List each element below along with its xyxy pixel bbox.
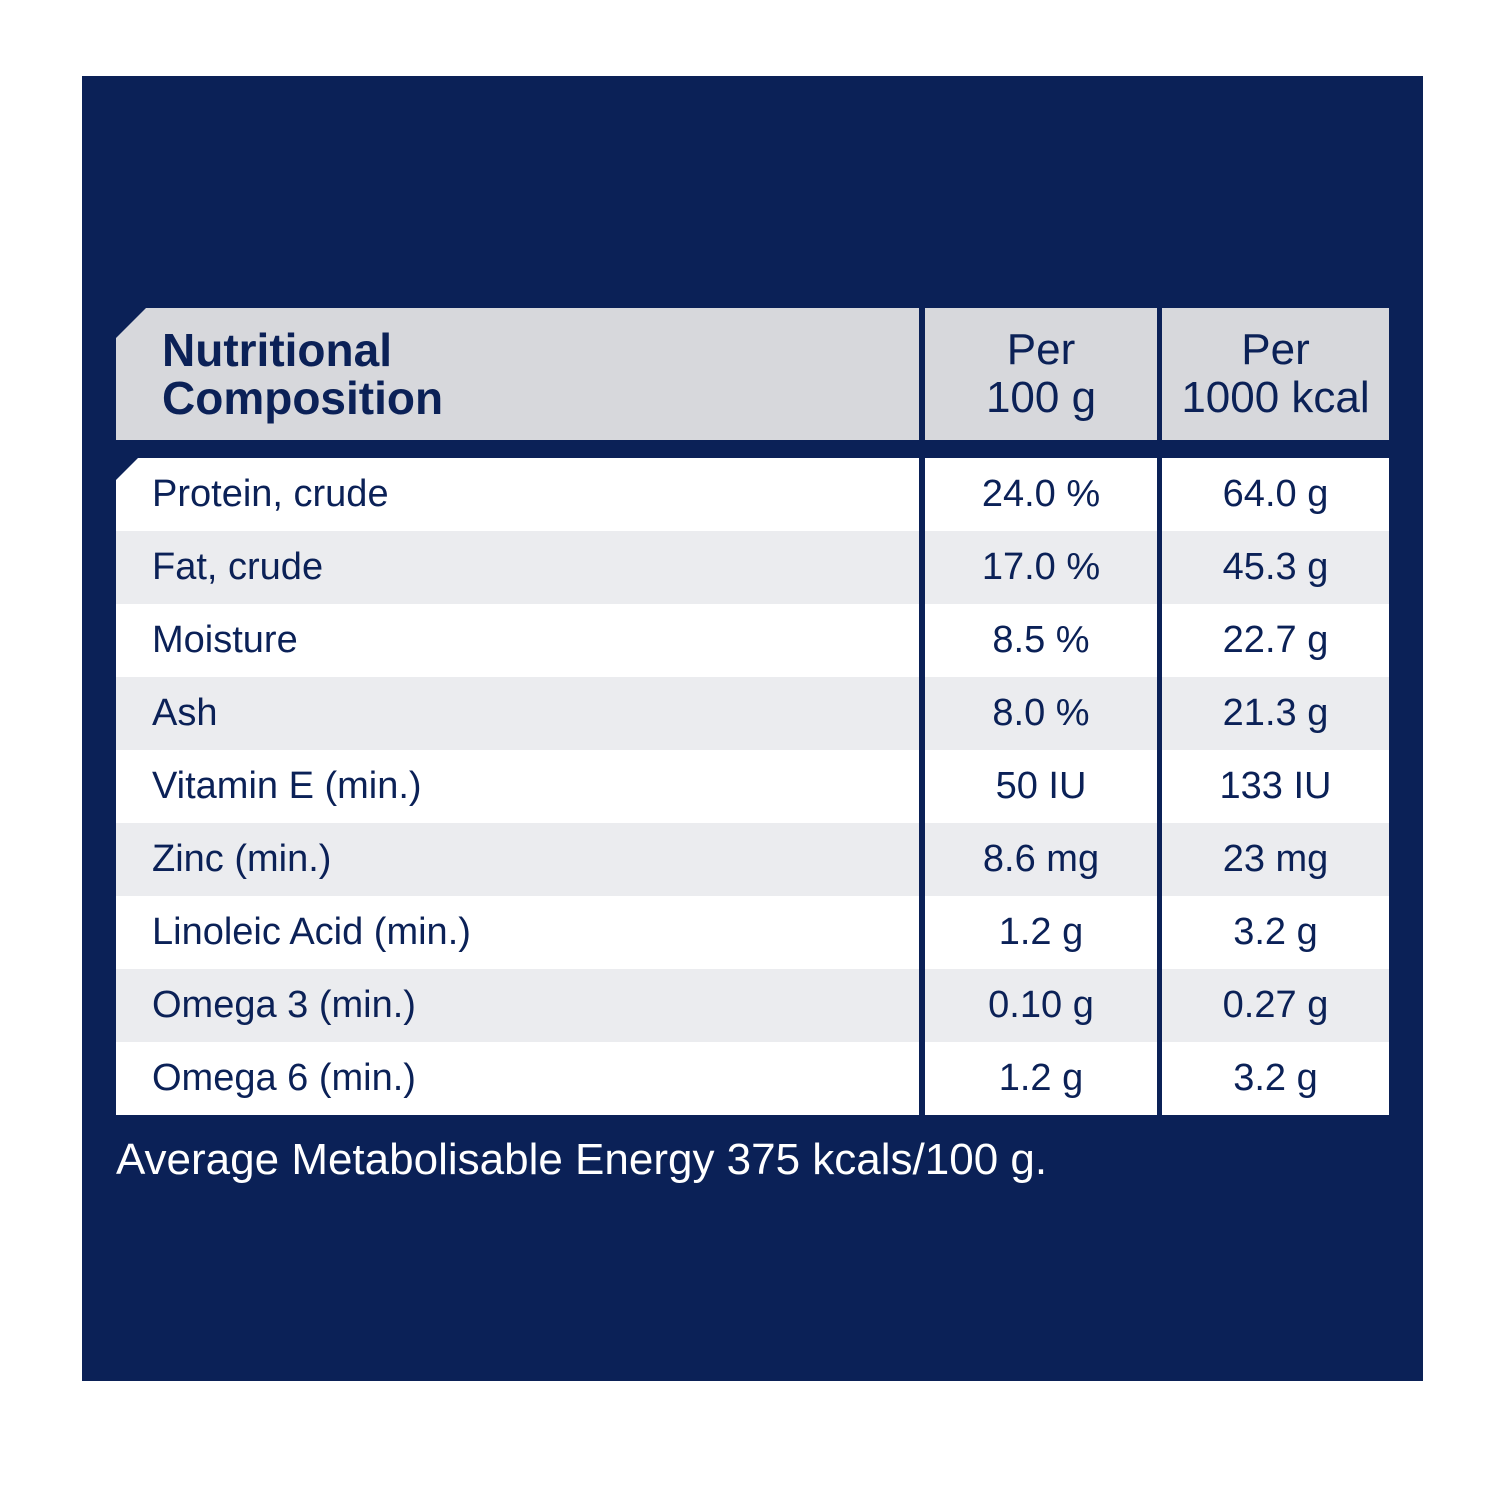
- table-row: Ash 8.0 % 21.3 g: [0, 677, 1500, 750]
- nutrient-name: Fat, crude: [116, 531, 919, 604]
- value-per-1000kcal: 21.3 g: [1162, 677, 1389, 750]
- table-row: Linoleic Acid (min.) 1.2 g 3.2 g: [0, 896, 1500, 969]
- value-per-100g: 0.10 g: [925, 969, 1157, 1042]
- nutrient-name: Omega 3 (min.): [116, 969, 919, 1042]
- value-per-100g: 1.2 g: [925, 1042, 1157, 1115]
- nutrient-name: Vitamin E (min.): [116, 750, 919, 823]
- value-per-100g: 8.5 %: [925, 604, 1157, 677]
- table-row: Omega 6 (min.) 1.2 g 3.2 g: [0, 1042, 1500, 1115]
- value-per-1000kcal: 3.2 g: [1162, 896, 1389, 969]
- energy-footnote: Average Metabolisable Energy 375 kcals/1…: [116, 1135, 1048, 1184]
- table-row: Omega 3 (min.) 0.10 g 0.27 g: [0, 969, 1500, 1042]
- header-col2-line2: 1000 kcal: [1181, 373, 1370, 422]
- value-per-100g: 24.0 %: [925, 458, 1157, 531]
- header-per-1000kcal: Per 1000 kcal: [1162, 308, 1389, 440]
- value-per-1000kcal: 23 mg: [1162, 823, 1389, 896]
- header-col2-line1: Per: [1241, 325, 1310, 374]
- value-per-100g: 17.0 %: [925, 531, 1157, 604]
- table-row: Protein, crude 24.0 % 64.0 g: [0, 458, 1500, 531]
- header-name-line2: Composition: [162, 372, 444, 424]
- value-per-100g: 8.6 mg: [925, 823, 1157, 896]
- header-name-line1: Nutritional: [162, 324, 392, 376]
- nutrient-name: Ash: [116, 677, 919, 750]
- value-per-100g: 50 IU: [925, 750, 1157, 823]
- table-row: Vitamin E (min.) 50 IU 133 IU: [0, 750, 1500, 823]
- value-per-100g: 8.0 %: [925, 677, 1157, 750]
- nutrient-name: Protein, crude: [116, 458, 919, 531]
- value-per-1000kcal: 133 IU: [1162, 750, 1389, 823]
- nutrient-name: Linoleic Acid (min.): [116, 896, 919, 969]
- header-nutritional-composition: Nutritional Composition: [116, 308, 919, 440]
- nutrient-name: Omega 6 (min.): [116, 1042, 919, 1115]
- nutrient-name: Zinc (min.): [116, 823, 919, 896]
- table-row: Moisture 8.5 % 22.7 g: [0, 604, 1500, 677]
- header-col1-line2: 100 g: [985, 373, 1097, 422]
- value-per-100g: 1.2 g: [925, 896, 1157, 969]
- value-per-1000kcal: 0.27 g: [1162, 969, 1389, 1042]
- value-per-1000kcal: 3.2 g: [1162, 1042, 1389, 1115]
- nutrient-name: Moisture: [116, 604, 919, 677]
- value-per-1000kcal: 45.3 g: [1162, 531, 1389, 604]
- value-per-1000kcal: 64.0 g: [1162, 458, 1389, 531]
- table-row: Zinc (min.) 8.6 mg 23 mg: [0, 823, 1500, 896]
- header-col1-line1: Per: [1006, 325, 1076, 374]
- table-row: Fat, crude 17.0 % 45.3 g: [0, 531, 1500, 604]
- value-per-1000kcal: 22.7 g: [1162, 604, 1389, 677]
- header-per-100g: Per 100 g: [925, 308, 1157, 440]
